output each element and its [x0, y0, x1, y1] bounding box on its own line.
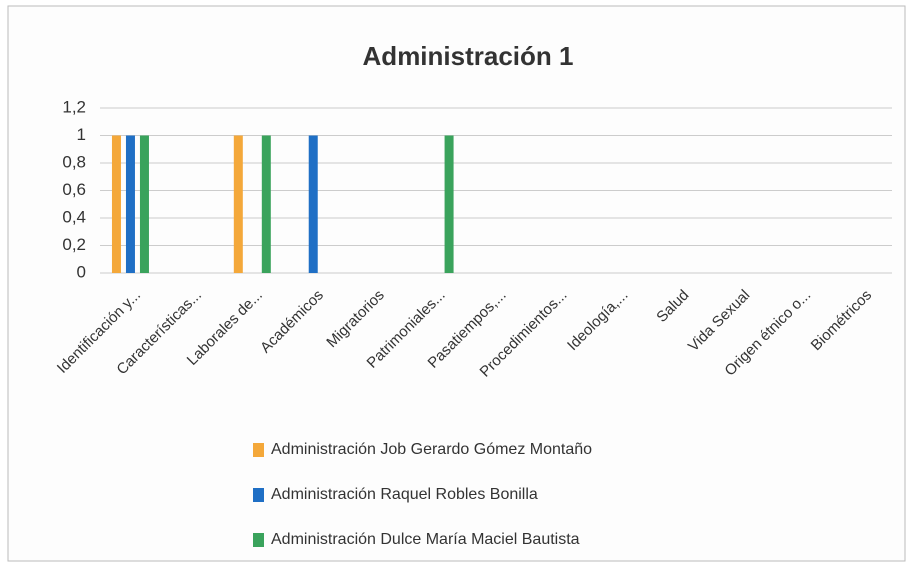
chart-title: Administración 1: [363, 41, 574, 71]
legend-swatch: [253, 488, 264, 502]
y-tick-label: 0: [77, 262, 86, 281]
y-tick-label: 0,2: [62, 235, 86, 254]
y-tick-label: 0,6: [62, 180, 86, 199]
y-tick-label: 0,8: [62, 152, 86, 171]
legend-label: Administración Raquel Robles Bonilla: [271, 486, 538, 503]
y-tick-label: 1,2: [62, 97, 86, 116]
bar: [444, 135, 454, 273]
bar: [139, 135, 149, 273]
legend-label: Administración Job Gerardo Gómez Montaño: [271, 441, 592, 458]
bar: [111, 135, 121, 273]
bar: [308, 135, 318, 273]
y-tick-label: 1: [77, 125, 86, 144]
chart-frame: [7, 5, 906, 562]
legend-swatch: [253, 443, 264, 457]
legend-label: Administración Dulce María Maciel Bautis…: [271, 531, 580, 548]
bar: [233, 135, 243, 273]
legend-swatch: [253, 533, 264, 547]
bar: [261, 135, 271, 273]
y-tick-label: 0,4: [62, 207, 86, 226]
bar: [125, 135, 135, 273]
